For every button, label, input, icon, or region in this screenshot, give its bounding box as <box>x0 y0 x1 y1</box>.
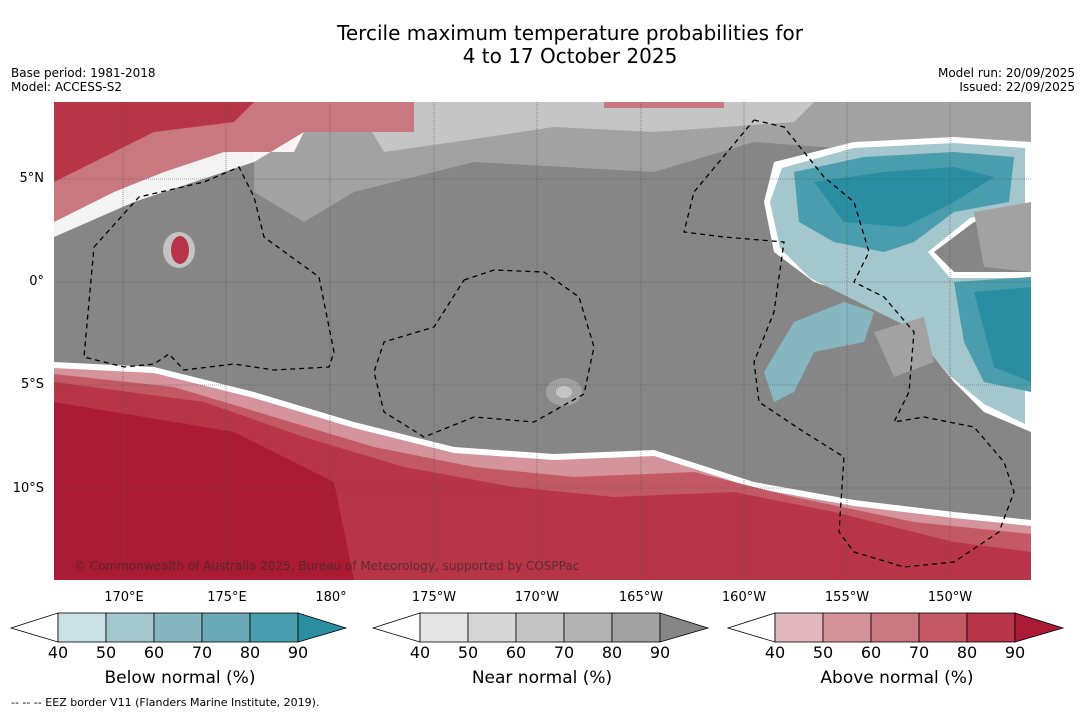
colorbar-below-tick: 50 <box>95 643 117 662</box>
copyright-text: © Commonwealth of Australia 2025, Bureau… <box>74 559 580 573</box>
colorbar-below-cell <box>249 612 299 643</box>
colorbar-below <box>10 612 348 643</box>
lon-label-155w: 155°W <box>824 590 870 605</box>
colorbar-above-tick: 80 <box>956 643 978 662</box>
meta-left: Base period: 1981-2018 Model: ACCESS-S2 <box>11 66 156 94</box>
meta-right: Model run: 20/09/2025 Issued: 22/09/2025 <box>938 66 1075 94</box>
lon-label-170w: 170°W <box>514 590 560 605</box>
chart-title: Tercile maximum temperature probabilitie… <box>0 22 1085 68</box>
colorbar-below-cell <box>105 612 155 643</box>
colorbar-near-tick: 50 <box>457 643 479 662</box>
colorbar-above-tick: 50 <box>812 643 834 662</box>
above-normal-south-90 <box>54 402 354 580</box>
colorbar-near-max-arrow <box>659 612 710 643</box>
colorbar-near-tick: 70 <box>553 643 575 662</box>
colorbar-above-title: Above normal (%) <box>820 668 974 688</box>
near-normal-mid-patch <box>874 317 934 377</box>
colorbar-above-cell <box>966 612 1016 643</box>
eez-borders <box>83 119 1015 568</box>
colorbar-below-cell <box>153 612 203 643</box>
below-normal-north-90 <box>814 167 994 227</box>
base-period: Base period: 1981-2018 <box>11 66 156 80</box>
colorbar-above-cell <box>918 612 968 643</box>
colorbar-near-tick: 80 <box>601 643 623 662</box>
colorbar-near-tick: 90 <box>649 643 671 662</box>
colorbar-above-tick: 90 <box>1004 643 1026 662</box>
colorbar-near-cell <box>611 612 661 643</box>
lon-label-165w: 165°W <box>618 590 664 605</box>
colorbar-near-min-arrow <box>372 612 421 643</box>
model-name: Model: ACCESS-S2 <box>11 80 123 94</box>
title-line-1: Tercile maximum temperature probabilitie… <box>337 21 803 45</box>
lat-label-10s: 10°S <box>12 481 44 496</box>
title-line-2: 4 to 17 October 2025 <box>462 44 678 68</box>
lat-label-0: 0° <box>29 274 44 289</box>
colorbar-above-cell <box>822 612 872 643</box>
colorbar-above <box>727 612 1065 643</box>
colorbar-below-cell <box>57 612 107 643</box>
colorbar-near-cell <box>419 612 469 643</box>
colorbar-above-min-arrow <box>727 612 776 643</box>
colorbar-below-min-arrow <box>10 612 59 643</box>
colorbar-below-tick: 90 <box>287 643 309 662</box>
colorbar-near-cell <box>563 612 613 643</box>
colorbar-above-tick: 40 <box>764 643 786 662</box>
lon-label-175w: 175°W <box>411 590 457 605</box>
colorbar-near-title: Near normal (%) <box>471 668 613 688</box>
colorbar-near-cells <box>419 612 661 643</box>
colorbar-above-tick: 70 <box>908 643 930 662</box>
above-normal-nw-core <box>54 102 254 182</box>
lon-label-150w: 150°W <box>927 590 973 605</box>
colorbar-above-cell <box>774 612 824 643</box>
lat-label-5n: 5°N <box>19 171 45 186</box>
gridlines <box>54 102 1031 580</box>
map-svg <box>54 102 1031 580</box>
colorbar-below-tick: 60 <box>143 643 165 662</box>
lon-label-160w: 160°W <box>721 590 767 605</box>
colorbar-below-tick: 70 <box>191 643 213 662</box>
colorbar-below-cell <box>201 612 251 643</box>
colorbar-above-max-arrow <box>1014 612 1065 643</box>
lat-label-5s: 5°S <box>20 377 44 392</box>
issued-date: Issued: 22/09/2025 <box>959 80 1075 94</box>
above-normal-nw-border <box>54 132 304 237</box>
colorbar-above-tick: 60 <box>860 643 882 662</box>
colorbar-near-cell <box>467 612 517 643</box>
colorbar-below-title: Below normal (%) <box>104 668 256 688</box>
colorbar-near-tick: 60 <box>505 643 527 662</box>
below-normal-mid <box>764 302 874 402</box>
colorbar-near-cell <box>515 612 565 643</box>
colorbar-near-tick: 40 <box>409 643 431 662</box>
lon-label-170e: 170°E <box>104 590 144 605</box>
colorbar-near <box>372 612 710 643</box>
below-normal-east-90 <box>974 287 1031 382</box>
colorbar-above-cell <box>870 612 920 643</box>
near-normal-spot-core <box>556 386 572 398</box>
probability-map: © Commonwealth of Australia 2025, Bureau… <box>54 102 1031 580</box>
near-normal-east-patch <box>974 202 1031 272</box>
colorbar-below-max-arrow <box>297 612 348 643</box>
lon-label-175e: 175°E <box>207 590 247 605</box>
above-normal-blob <box>171 236 189 264</box>
eez-footnote: -- -- -- EEZ border V11 (Flanders Marine… <box>11 696 320 709</box>
colorbar-below-tick: 80 <box>239 643 261 662</box>
above-normal-top-strip <box>604 102 724 108</box>
lon-label-180: 180° <box>315 590 347 605</box>
colorbar-below-cells <box>57 612 299 643</box>
colorbar-below-tick: 40 <box>47 643 69 662</box>
colorbar-above-cells <box>774 612 1016 643</box>
near-normal-40-patch <box>354 102 814 152</box>
model-run: Model run: 20/09/2025 <box>937 66 1075 80</box>
